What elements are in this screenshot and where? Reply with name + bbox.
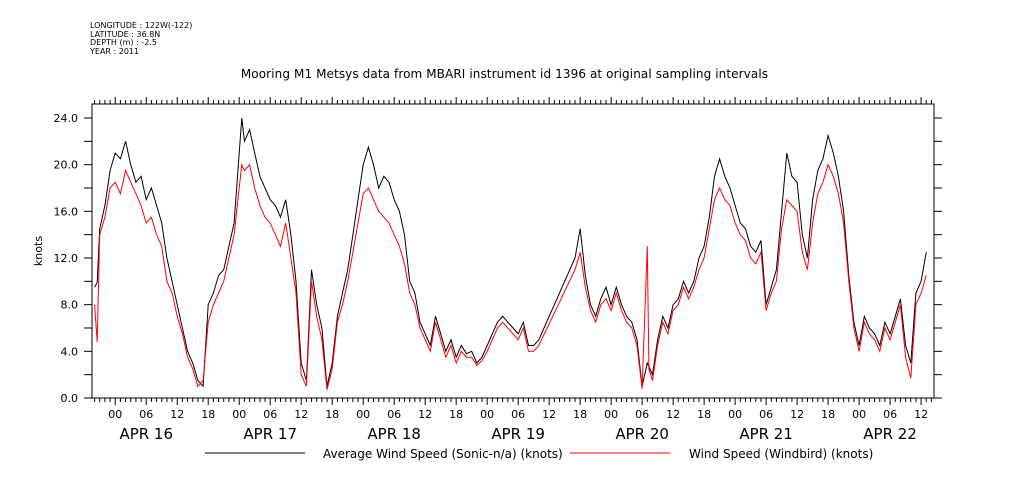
x-tick-label: 18	[573, 408, 587, 421]
year-text: YEAR : 2011	[90, 46, 140, 56]
x-tick-label: 18	[325, 408, 339, 421]
x-tick-label: 06	[635, 408, 649, 421]
x-tick-label: 00	[852, 408, 866, 421]
x-tick-label: 12	[914, 408, 928, 421]
x-tick-label: 00	[480, 408, 494, 421]
chart-title: Mooring M1 Metsys data from MBARI instru…	[240, 67, 769, 81]
y-tick-label: 20.0	[54, 159, 79, 172]
day-label: APR 22	[863, 425, 917, 443]
axes-layer: 00 06 12 18 00 06 12 18 00 06 12 18 00 06 12 18 00 06 12 18…	[32, 97, 942, 443]
y-axis-label: knots	[32, 236, 45, 266]
x-tick-label: 00	[604, 408, 618, 421]
x-tick-label: 06	[263, 408, 277, 421]
x-tick-label: 18	[697, 408, 711, 421]
legend-label-windbird: Wind Speed (Windbird) (knots)	[689, 447, 873, 461]
x-tick-label: 12	[418, 408, 432, 421]
y-tick-label: 16.0	[54, 205, 79, 218]
series-layer	[94, 117, 927, 390]
y-tick-label: 24.0	[54, 112, 79, 125]
day-label: APR 21	[739, 425, 793, 443]
x-tick-label: 00	[356, 408, 370, 421]
y-tick-label: 8.0	[61, 299, 79, 312]
day-label: APR 19	[491, 425, 545, 443]
y-tick-label: 0.0	[61, 392, 79, 405]
day-label: APR 18	[367, 425, 421, 443]
longitude-text: LONGITUDE : 122W(-122)	[90, 21, 193, 30]
x-tick-label: 12	[294, 408, 308, 421]
mooring-metadata: LONGITUDE : 122W(-122) LATITUDE : 36.8N …	[90, 21, 193, 56]
day-label: APR 20	[615, 425, 669, 443]
x-tick-label: 06	[139, 408, 153, 421]
latitude-text: LATITUDE : 36.8N	[90, 29, 161, 39]
x-tick-label: 00	[728, 408, 742, 421]
x-tick-label: 12	[170, 408, 184, 421]
day-label: APR 17	[243, 425, 297, 443]
x-tick-label: 00	[108, 408, 122, 421]
x-tick-label: 18	[201, 408, 215, 421]
depth-text: DEPTH (m) : -2.5	[90, 38, 157, 48]
x-tick-label: 06	[759, 408, 773, 421]
x-tick-label: 06	[387, 408, 401, 421]
day-label: APR 16	[119, 425, 173, 443]
x-tick-label: 00	[232, 408, 246, 421]
x-tick-label: 12	[542, 408, 556, 421]
series-line-windbird-wind-speed	[94, 162, 927, 390]
series-line-average-wind-speed	[94, 117, 927, 388]
x-tick-label: 18	[821, 408, 835, 421]
x-tick-label: 18	[449, 408, 463, 421]
y-tick-label: 12.0	[54, 252, 79, 265]
x-tick-label: 06	[883, 408, 897, 421]
chart-legend: Average Wind Speed (Sonic-n/a) (knots) Wi…	[205, 447, 873, 461]
x-tick-label: 06	[511, 408, 525, 421]
legend-label-average: Average Wind Speed (Sonic-n/a) (knots)	[323, 447, 563, 461]
x-tick-label: 12	[666, 408, 680, 421]
x-tick-label: 12	[790, 408, 804, 421]
y-tick-label: 4.0	[61, 345, 79, 358]
